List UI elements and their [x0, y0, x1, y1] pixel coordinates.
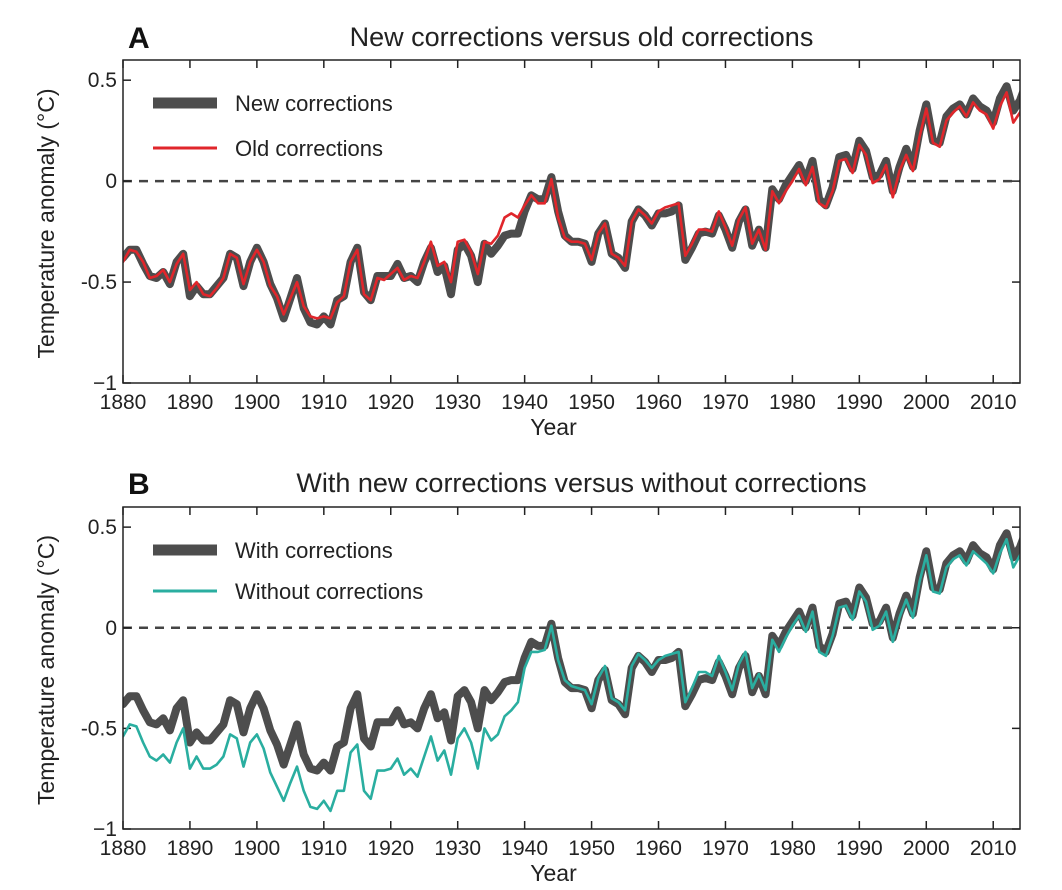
legend-label: Old corrections — [235, 136, 383, 161]
x-tick-label: 1960 — [635, 391, 682, 414]
x-tick-label: 1920 — [367, 391, 414, 414]
series-line-old-corrections — [123, 91, 1020, 320]
x-tick-label: 1950 — [568, 837, 615, 860]
x-tick-label: 1960 — [635, 837, 682, 860]
y-tick-label: −1 — [93, 372, 117, 395]
chart-title: With new corrections versus without corr… — [296, 468, 866, 498]
panel-b: B With new corrections versus without cor… — [33, 468, 1021, 886]
x-tick-label: 1970 — [702, 837, 749, 860]
panel-letter: A — [128, 22, 150, 55]
x-tick-label: 2000 — [903, 391, 950, 414]
x-axis-label: Year — [530, 860, 577, 886]
panel-a: A New corrections versus old corrections −… — [33, 22, 1021, 440]
chart-title: New corrections versus old corrections — [350, 22, 814, 52]
y-tick-label: -0.5 — [81, 717, 117, 740]
y-tick-label: 0.5 — [88, 69, 117, 92]
y-tick-label: 0.5 — [88, 516, 117, 539]
x-tick-label: 1970 — [702, 391, 749, 414]
x-tick-label: 1910 — [300, 837, 347, 860]
x-tick-label: 1940 — [501, 837, 548, 860]
x-tick-label: 1920 — [367, 837, 414, 860]
x-tick-label: 1980 — [769, 837, 816, 860]
x-tick-label: 1990 — [836, 391, 883, 414]
x-tick-label: 1940 — [501, 391, 548, 414]
legend-label: New corrections — [235, 91, 393, 116]
legend-label: Without corrections — [235, 579, 423, 604]
x-tick-label: 1890 — [167, 837, 214, 860]
x-tick-label: 1890 — [167, 391, 214, 414]
series-line-without-corrections — [123, 537, 1020, 813]
y-tick-label: 0 — [105, 617, 117, 640]
x-tick-label: 1880 — [100, 391, 147, 414]
x-tick-label: 1900 — [234, 391, 281, 414]
x-tick-label: 2010 — [970, 391, 1017, 414]
x-tick-label: 2000 — [903, 837, 950, 860]
legend-label: With corrections — [235, 538, 393, 563]
series-line-with-corrections — [123, 529, 1020, 775]
plot-frame — [122, 506, 1021, 830]
x-tick-label: 1980 — [769, 391, 816, 414]
x-tick-label: 1880 — [100, 837, 147, 860]
y-tick-label: 0 — [105, 170, 117, 193]
series-line-new-corrections — [123, 82, 1020, 329]
panel-letter: B — [128, 468, 150, 501]
y-axis-label: Temperature anomaly (°C) — [33, 535, 59, 805]
x-tick-label: 1930 — [434, 391, 481, 414]
x-tick-label: 2010 — [970, 837, 1017, 860]
plot-frame — [122, 59, 1021, 384]
x-tick-label: 1990 — [836, 837, 883, 860]
y-axis-label: Temperature anomaly (°C) — [33, 89, 59, 359]
x-tick-label: 1950 — [568, 391, 615, 414]
x-tick-label: 1910 — [300, 391, 347, 414]
x-tick-label: 1930 — [434, 837, 481, 860]
x-tick-label: 1900 — [234, 837, 281, 860]
y-tick-label: -0.5 — [81, 271, 117, 294]
x-axis-label: Year — [530, 414, 577, 440]
y-tick-label: −1 — [93, 818, 117, 841]
